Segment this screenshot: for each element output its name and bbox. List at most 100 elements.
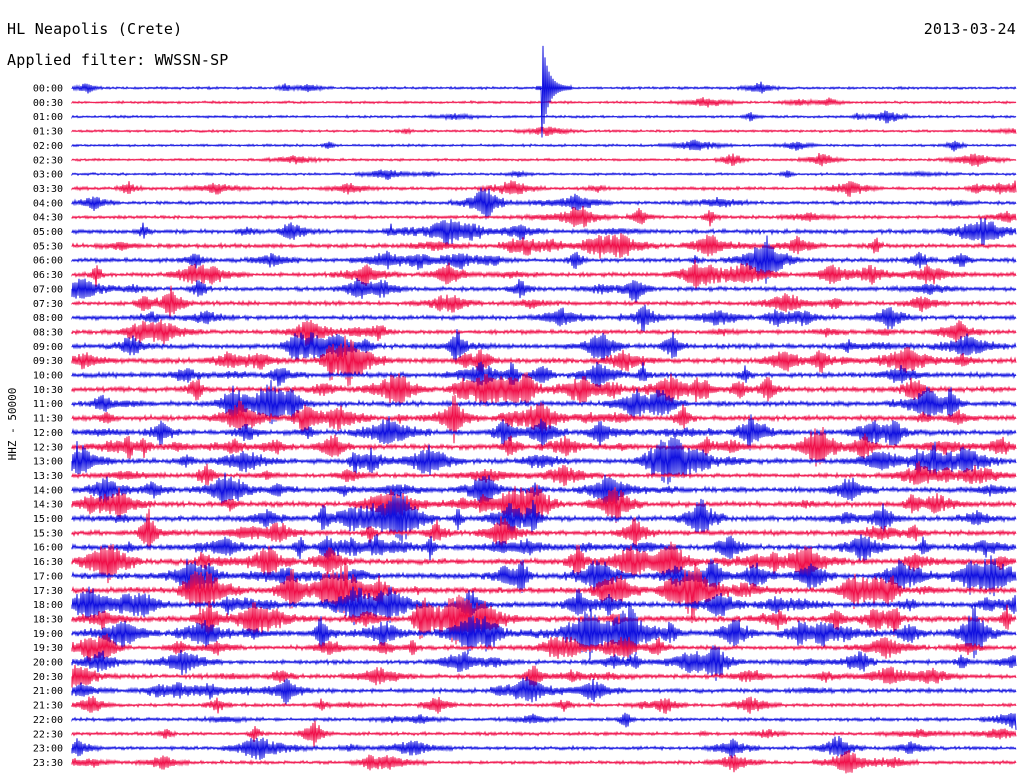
- trace-line: [71, 380, 1017, 425]
- trace-line: [71, 169, 1017, 181]
- row-label: 17:30: [33, 586, 63, 597]
- row-label: 09:30: [33, 356, 63, 367]
- trace-line: [71, 695, 1017, 714]
- row-label: 05:30: [33, 241, 63, 252]
- trace-line: [71, 319, 1017, 346]
- row-label: 08:00: [33, 313, 63, 324]
- row-label: 23:00: [33, 744, 63, 755]
- row-label: 15:00: [33, 514, 63, 525]
- row-label: 14:30: [33, 500, 63, 511]
- row-label: 03:00: [33, 170, 63, 181]
- row-label: 01:00: [33, 112, 63, 123]
- trace-line: [71, 664, 1017, 688]
- trace-line: [71, 139, 1017, 152]
- trace-line: [71, 126, 1017, 137]
- trace-line: [71, 278, 1017, 304]
- trace-line: [71, 414, 1017, 451]
- row-label: 16:00: [33, 543, 63, 554]
- row-label: 12:00: [33, 428, 63, 439]
- trace-line: [71, 720, 1017, 747]
- station-title: HL Neapolis (Crete): [7, 20, 183, 38]
- y-axis-label: HHZ - 50000: [6, 388, 19, 461]
- row-label: 05:00: [33, 227, 63, 238]
- trace-line: [71, 304, 1017, 333]
- trace-line: [71, 541, 1017, 584]
- trace-line: [71, 735, 1017, 760]
- row-label: 02:30: [33, 155, 63, 166]
- trace-line: [71, 472, 1017, 507]
- row-label: 06:30: [33, 270, 63, 281]
- row-label: 07:30: [33, 299, 63, 310]
- row-label: 16:30: [33, 557, 63, 568]
- trace-line: [71, 562, 1017, 624]
- row-label: 22:00: [33, 715, 63, 726]
- trace-line: [71, 461, 1017, 487]
- trace-line: [71, 594, 1017, 645]
- date-label: 2013-03-24: [923, 20, 1016, 38]
- trace-line: [71, 361, 1017, 388]
- row-label: 12:30: [33, 442, 63, 453]
- trace-line: [71, 712, 1017, 730]
- trace-line: [71, 394, 1017, 444]
- trace-line: [71, 492, 1017, 544]
- filter-label: Applied filter: WWSSN-SP: [7, 51, 229, 69]
- trace-line: [71, 426, 1017, 467]
- row-label: 21:00: [33, 686, 63, 697]
- row-label: 20:30: [33, 672, 63, 683]
- row-label: 07:00: [33, 284, 63, 295]
- trace-line: [71, 180, 1017, 197]
- row-label: 00:00: [33, 84, 63, 95]
- row-label: 18:00: [33, 600, 63, 611]
- row-label: 06:00: [33, 256, 63, 267]
- trace-line: [71, 645, 1017, 681]
- trace-line: [71, 218, 1017, 246]
- trace-line: [71, 603, 1017, 662]
- row-label: 10:00: [33, 371, 63, 382]
- trace-line: [71, 235, 1017, 284]
- event-spike: [535, 45, 573, 138]
- row-label: 03:30: [33, 184, 63, 195]
- trace-line: [71, 633, 1017, 664]
- row-label: 22:30: [33, 729, 63, 740]
- trace-line: [71, 153, 1017, 167]
- row-label: 21:30: [33, 701, 63, 712]
- row-label: 11:00: [33, 399, 63, 410]
- row-label: 08:30: [33, 327, 63, 338]
- row-label: 19:30: [33, 643, 63, 654]
- trace-line: [71, 329, 1017, 364]
- row-label: 09:00: [33, 342, 63, 353]
- row-label: 20:00: [33, 658, 63, 669]
- trace-line: [71, 508, 1017, 551]
- row-label: 04:00: [33, 198, 63, 209]
- trace-line: [71, 233, 1017, 259]
- row-label: 13:30: [33, 471, 63, 482]
- row-label: 04:30: [33, 213, 63, 224]
- row-label: 11:30: [33, 414, 63, 425]
- trace-line: [71, 436, 1017, 485]
- row-label: 10:30: [33, 385, 63, 396]
- row-label: 19:00: [33, 629, 63, 640]
- trace-rows: 00:00 00:30 01:00 01:30 02:00 02:30 03:00 03:30…: [33, 45, 1017, 774]
- trace-line: [71, 484, 1017, 524]
- trace-line: [71, 555, 1017, 597]
- row-label: 02:00: [33, 141, 63, 152]
- trace-line: [71, 372, 1017, 407]
- trace-line: [71, 187, 1017, 220]
- row-label: 15:30: [33, 528, 63, 539]
- row-label: 17:00: [33, 571, 63, 582]
- row-label: 01:30: [33, 127, 63, 138]
- trace-line: [71, 676, 1017, 705]
- trace-line: [71, 205, 1017, 228]
- row-label: 13:00: [33, 457, 63, 468]
- trace-line: [71, 749, 1017, 774]
- trace-line: [71, 335, 1017, 387]
- row-label: 18:30: [33, 614, 63, 625]
- row-label: 14:00: [33, 485, 63, 496]
- trace-line: [71, 259, 1017, 291]
- trace-line: [71, 533, 1017, 563]
- row-label: 00:30: [33, 98, 63, 109]
- row-label: 23:30: [33, 758, 63, 769]
- trace-line: [71, 285, 1017, 319]
- trace-line: [71, 586, 1017, 626]
